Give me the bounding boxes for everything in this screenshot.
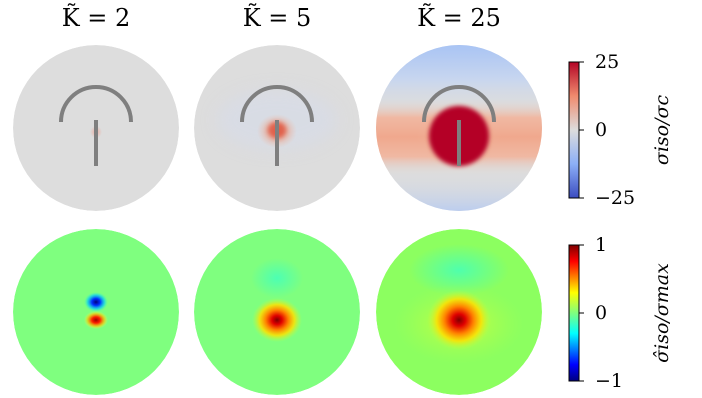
arc-overlay	[240, 85, 314, 123]
colorbar-1-gradient	[568, 61, 580, 199]
column-titles: K̃ = 2 K̃ = 5 K̃ = 25	[62, 4, 501, 32]
sigma-iso-panel-2	[194, 45, 360, 211]
positive-spot	[427, 290, 491, 350]
colorbar-2-tick-bottom: −1	[595, 370, 623, 392]
col-title-2: K̃ = 5	[243, 4, 312, 32]
colorbar-sigma-hat-iso: 1 0 −1 σ̂iso/σmax	[568, 234, 673, 392]
negative-spot	[84, 292, 108, 312]
sigma-iso-panel-3	[376, 45, 542, 211]
row-sigma-hat-iso	[13, 229, 542, 395]
sigma-hat-iso-panel-1	[13, 229, 179, 395]
colorbar-1-label: σiso/σc	[651, 95, 673, 166]
colorbar-1-tick-bottom: −25	[595, 187, 635, 209]
colorbar-1-tick-top: 25	[595, 51, 619, 73]
col-title-1: K̃ = 2	[62, 4, 131, 32]
row-sigma-iso	[13, 45, 542, 211]
colorbar-2-tick-top: 1	[595, 234, 607, 256]
col-title-3: K̃ = 25	[417, 4, 501, 32]
sigma-iso-panel-1	[13, 45, 179, 211]
colorbar-1-tick-mid: 0	[595, 119, 607, 141]
sigma-hat-iso-panel-2	[194, 229, 360, 395]
arc-overlay	[422, 85, 496, 123]
arc-overlay	[59, 85, 133, 123]
colorbar-2-label: σ̂iso/σmax	[651, 263, 673, 363]
positive-spot	[252, 298, 302, 342]
colorbar-2-tick-mid: 0	[595, 302, 607, 324]
positive-spot	[84, 311, 108, 329]
sigma-hat-iso-panel-3	[376, 229, 542, 395]
colorbar-sigma-iso: 25 0 −25 σiso/σc	[568, 51, 673, 209]
colorbar-2-gradient	[568, 244, 580, 382]
